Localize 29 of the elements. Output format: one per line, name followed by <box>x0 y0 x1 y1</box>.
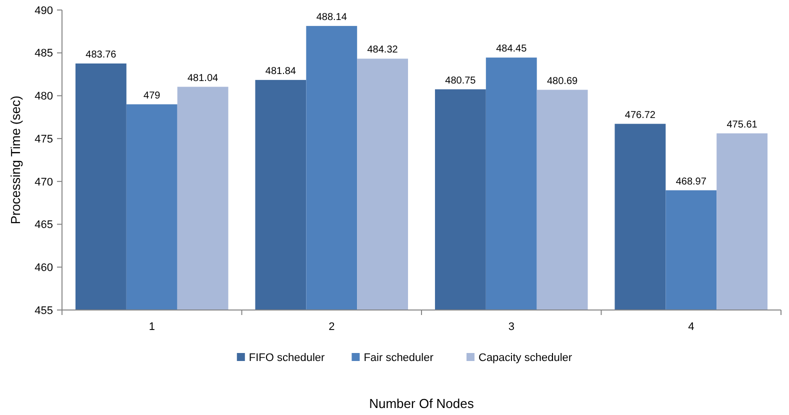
data-label: 480.69 <box>547 76 578 87</box>
legend-label: Capacity scheduler <box>478 352 572 364</box>
legend-label: Fair scheduler <box>364 352 434 364</box>
y-axis-title: Processing Time (sec) <box>8 96 23 224</box>
data-label: 481.04 <box>188 72 219 84</box>
y-tick-label: 475 <box>34 133 53 146</box>
data-label: 488.14 <box>316 12 348 23</box>
x-axis-title: Number Of Nodes <box>369 396 474 411</box>
y-tick-label: 485 <box>34 48 53 60</box>
data-label: 484.45 <box>496 44 528 55</box>
y-tick-label: 460 <box>34 262 53 274</box>
x-tick-label: 1 <box>148 321 155 333</box>
data-label: 483.76 <box>86 49 117 60</box>
y-tick-label: 470 <box>34 176 53 188</box>
data-label: 480.75 <box>445 75 476 86</box>
x-tick-label: 3 <box>508 321 514 333</box>
legend-label: FIFO scheduler <box>248 352 326 364</box>
y-tick-label: 455 <box>34 304 53 317</box>
y-tick-label: 480 <box>34 90 53 103</box>
y-tick-label: 465 <box>34 219 53 232</box>
data-label: 476.72 <box>624 110 656 121</box>
data-label: 481.84 <box>265 66 296 77</box>
data-label: 475.61 <box>726 119 758 130</box>
x-tick-label: 2 <box>328 321 335 333</box>
x-tick-label: 4 <box>688 321 694 333</box>
data-label: 468.97 <box>676 176 707 188</box>
y-tick-label: 490 <box>34 4 53 17</box>
data-label: 484.32 <box>367 44 398 56</box>
data-label: 479 <box>144 90 161 102</box>
